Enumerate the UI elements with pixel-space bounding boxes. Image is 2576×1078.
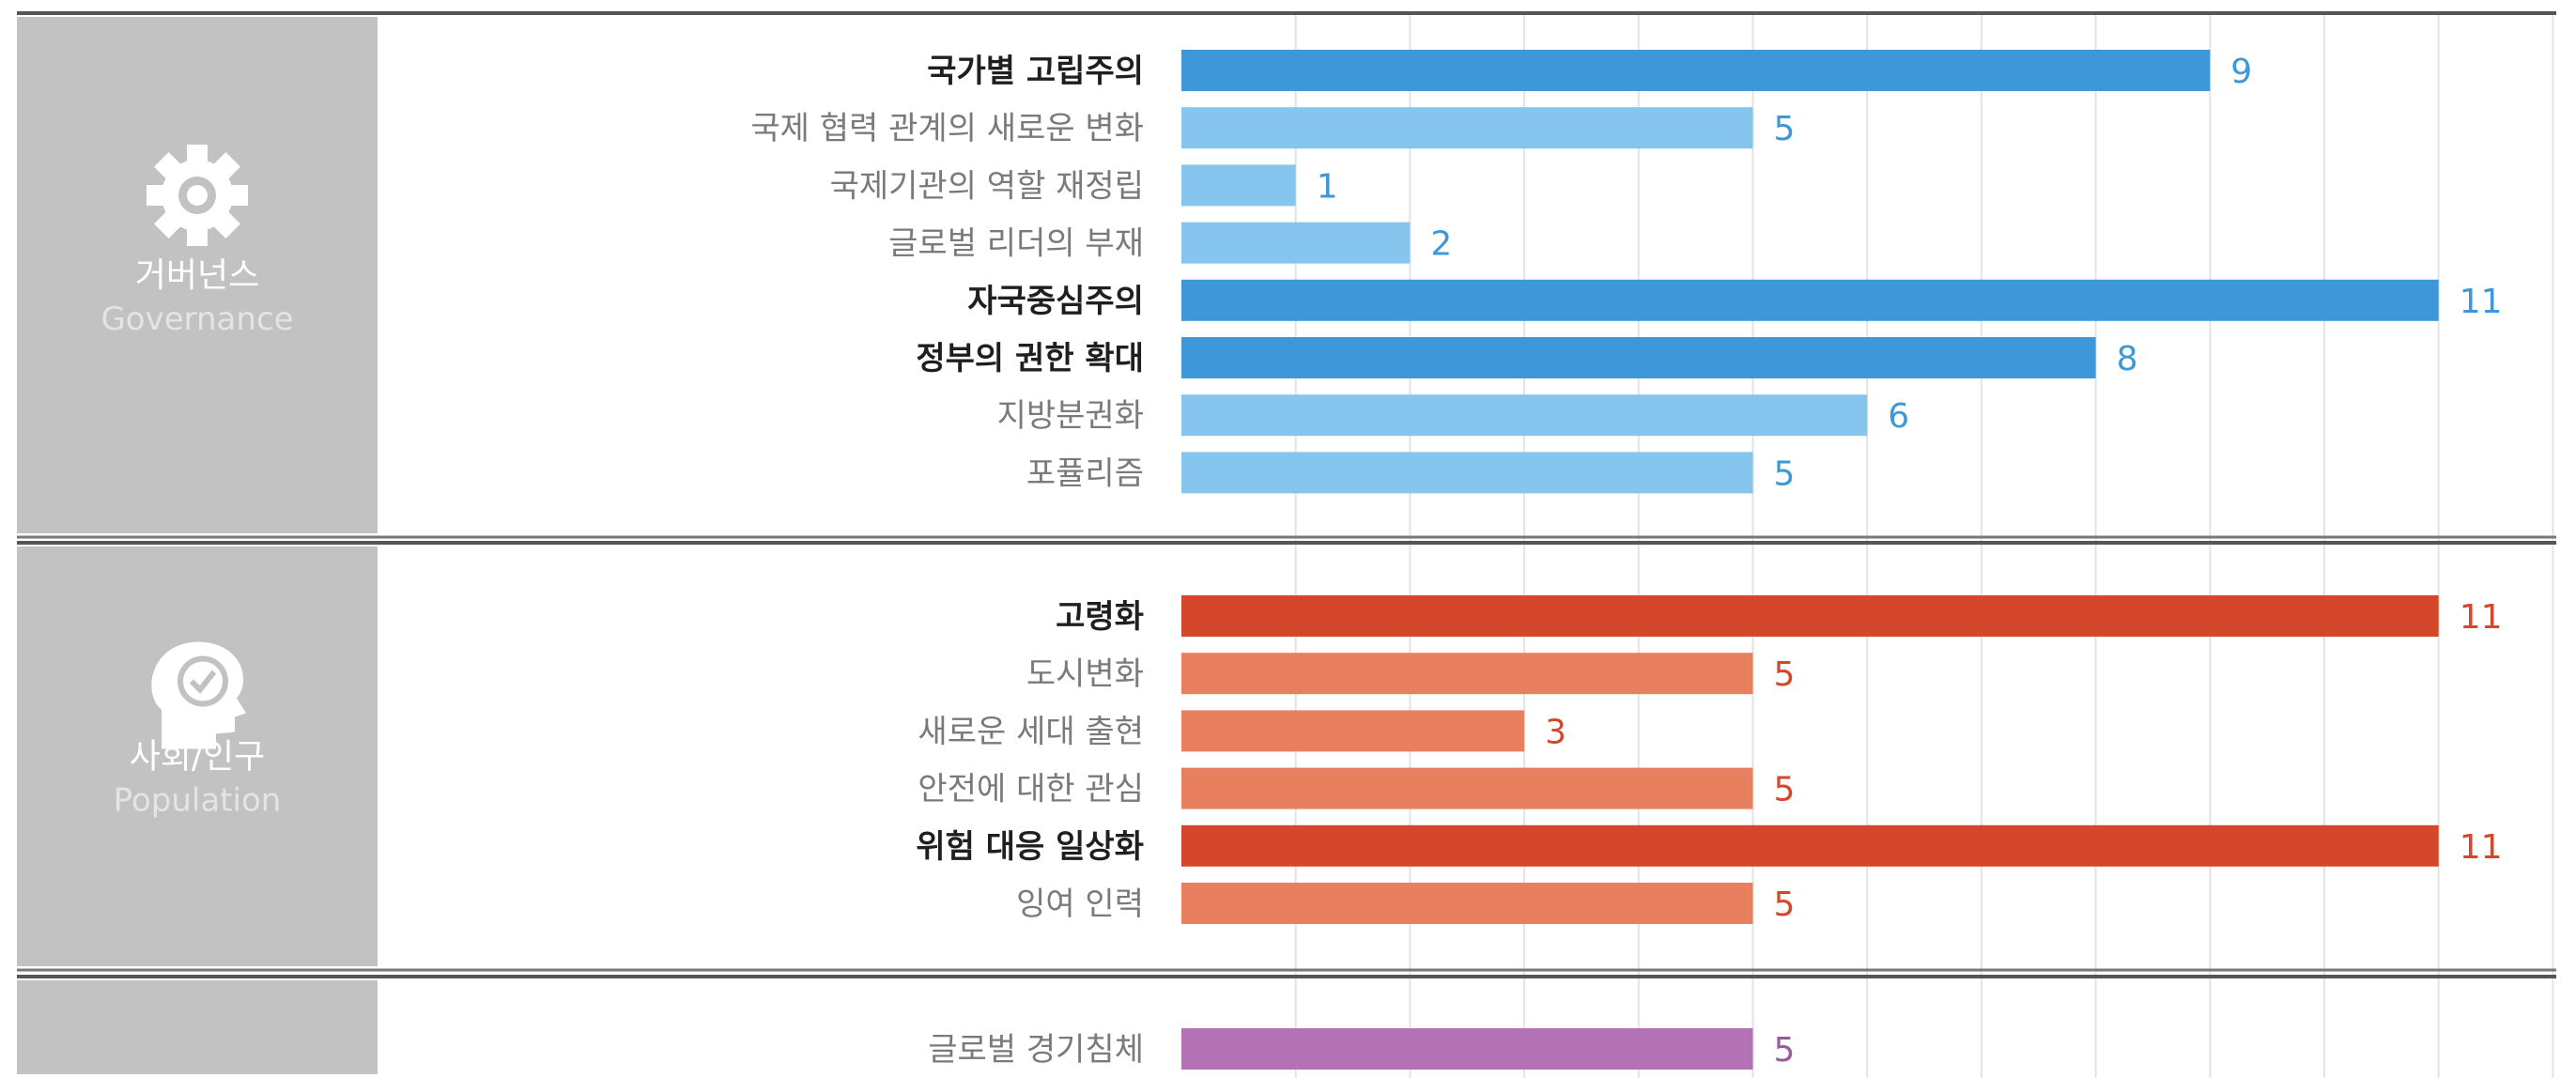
value-label: 5 <box>1774 110 1796 148</box>
bar <box>1181 50 2211 91</box>
bar <box>1181 164 1296 207</box>
gear-icon <box>147 145 248 246</box>
value-label: 5 <box>1774 886 1796 924</box>
category-title: 거버넌스 <box>135 256 259 295</box>
bar-label: 포퓰리즘 <box>1026 454 1144 492</box>
bar-label: 새로운 세대 출현 <box>918 713 1144 750</box>
category-panel <box>17 17 378 533</box>
category-subtitle: Governance <box>100 300 293 338</box>
bar <box>1181 824 2439 867</box>
bar-label: 위험 대응 일상화 <box>916 828 1144 866</box>
value-label: 6 <box>1888 397 1909 436</box>
value-label: 2 <box>1430 225 1452 264</box>
bar-label: 안전에 대한 관심 <box>918 771 1144 808</box>
bar-label: 글로벌 경기침체 <box>928 1031 1144 1069</box>
head-check-icon <box>151 641 246 749</box>
value-label: 9 <box>2230 53 2252 91</box>
value-label: 11 <box>2460 828 2503 867</box>
value-label: 11 <box>2460 283 2503 321</box>
bar <box>1181 452 1753 494</box>
bar-label: 글로벌 리더의 부재 <box>888 225 1144 263</box>
bar-label: 지방분권화 <box>997 397 1144 435</box>
value-label: 8 <box>2117 340 2138 378</box>
bar <box>1181 653 1753 695</box>
bar-label: 국가별 고립주의 <box>927 53 1144 90</box>
value-label: 3 <box>1545 713 1566 751</box>
bar-label: 자국중심주의 <box>967 283 1144 320</box>
bar-label: 잉여 인력 <box>1016 886 1144 923</box>
category-title: 사회/인구 <box>130 738 266 777</box>
bar <box>1181 710 1525 752</box>
value-label: 11 <box>2460 598 2503 637</box>
bar <box>1181 767 1753 809</box>
bar-label: 도시변화 <box>1026 655 1144 693</box>
bar <box>1181 337 2096 378</box>
category-subtitle: Population <box>114 782 282 820</box>
bar-label: 국제기관의 역할 재정립 <box>830 167 1144 205</box>
bar <box>1181 595 2439 637</box>
bar <box>1181 1028 1753 1070</box>
bar <box>1181 279 2439 321</box>
bar <box>1181 107 1753 149</box>
category-panel <box>17 980 378 1074</box>
category-panel <box>17 547 378 966</box>
bar-label: 고령화 <box>1056 598 1144 636</box>
value-label: 5 <box>1774 454 1796 493</box>
bar <box>1181 222 1411 264</box>
value-label: 5 <box>1774 771 1796 809</box>
bar <box>1181 394 1868 437</box>
bar <box>1181 883 1753 924</box>
bar-label: 국제 협력 관계의 새로운 변화 <box>750 110 1144 147</box>
value-label: 5 <box>1774 1031 1796 1070</box>
bar-label: 정부의 권한 확대 <box>916 340 1144 377</box>
value-label: 1 <box>1317 167 1338 206</box>
value-label: 5 <box>1774 655 1796 694</box>
